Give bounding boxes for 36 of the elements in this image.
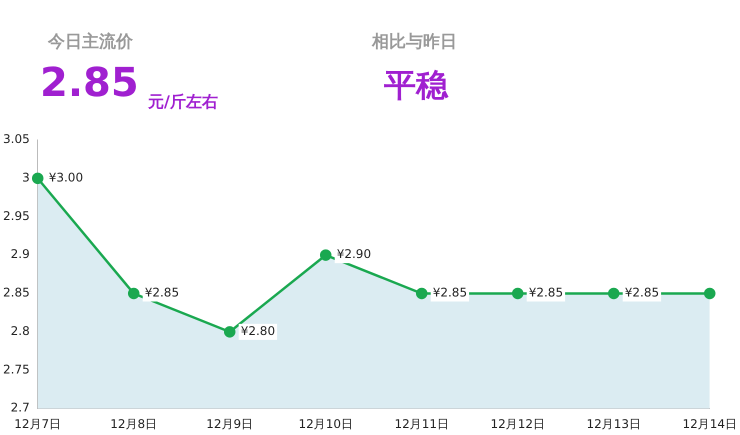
data-label: ¥3.00 [48, 170, 84, 184]
y-tick-label: 2.8 [10, 324, 30, 338]
data-label: ¥2.85 [144, 286, 180, 300]
y-tick-label: 3 [22, 170, 30, 184]
y-tick-label: 2.95 [3, 208, 30, 223]
x-tick-label: 12月12日 [490, 416, 545, 431]
x-tick-label: 12月13日 [586, 416, 641, 431]
data-label: ¥2.80 [240, 324, 276, 338]
y-tick-label: 2.9 [10, 247, 30, 262]
x-tick-label: 12月8日 [110, 416, 158, 431]
x-tick-label: 12月9日 [206, 416, 254, 431]
text: 2.85 [40, 60, 139, 106]
x-tick-label: 12月11日 [394, 416, 449, 431]
data-label: ¥2.90 [336, 247, 372, 262]
point [512, 288, 524, 300]
point [32, 172, 44, 184]
y-tick-label: 2.7 [10, 400, 30, 415]
y-tick-label: 2.85 [3, 286, 30, 300]
point [608, 288, 620, 300]
x-tick-label: 12月10日 [298, 416, 353, 431]
text: 平稳 [384, 65, 448, 106]
text: 相比与昨日 [372, 31, 457, 53]
point [320, 249, 332, 261]
point [416, 288, 428, 300]
y-tick-label: 2.75 [3, 362, 30, 376]
data-label: ¥2.85 [432, 286, 468, 300]
y-tick-label: 3.05 [3, 132, 30, 146]
x-tick-label: 12月14日 [682, 416, 738, 431]
point [224, 326, 236, 338]
text: 元/斤左右 [148, 92, 218, 113]
data-label: ¥2.85 [528, 286, 564, 300]
text: 今日主流价 [48, 31, 133, 53]
data-label: ¥2.85 [624, 286, 660, 300]
point [128, 288, 140, 300]
x-tick-label: 12月7日 [14, 416, 62, 431]
point [704, 288, 716, 300]
